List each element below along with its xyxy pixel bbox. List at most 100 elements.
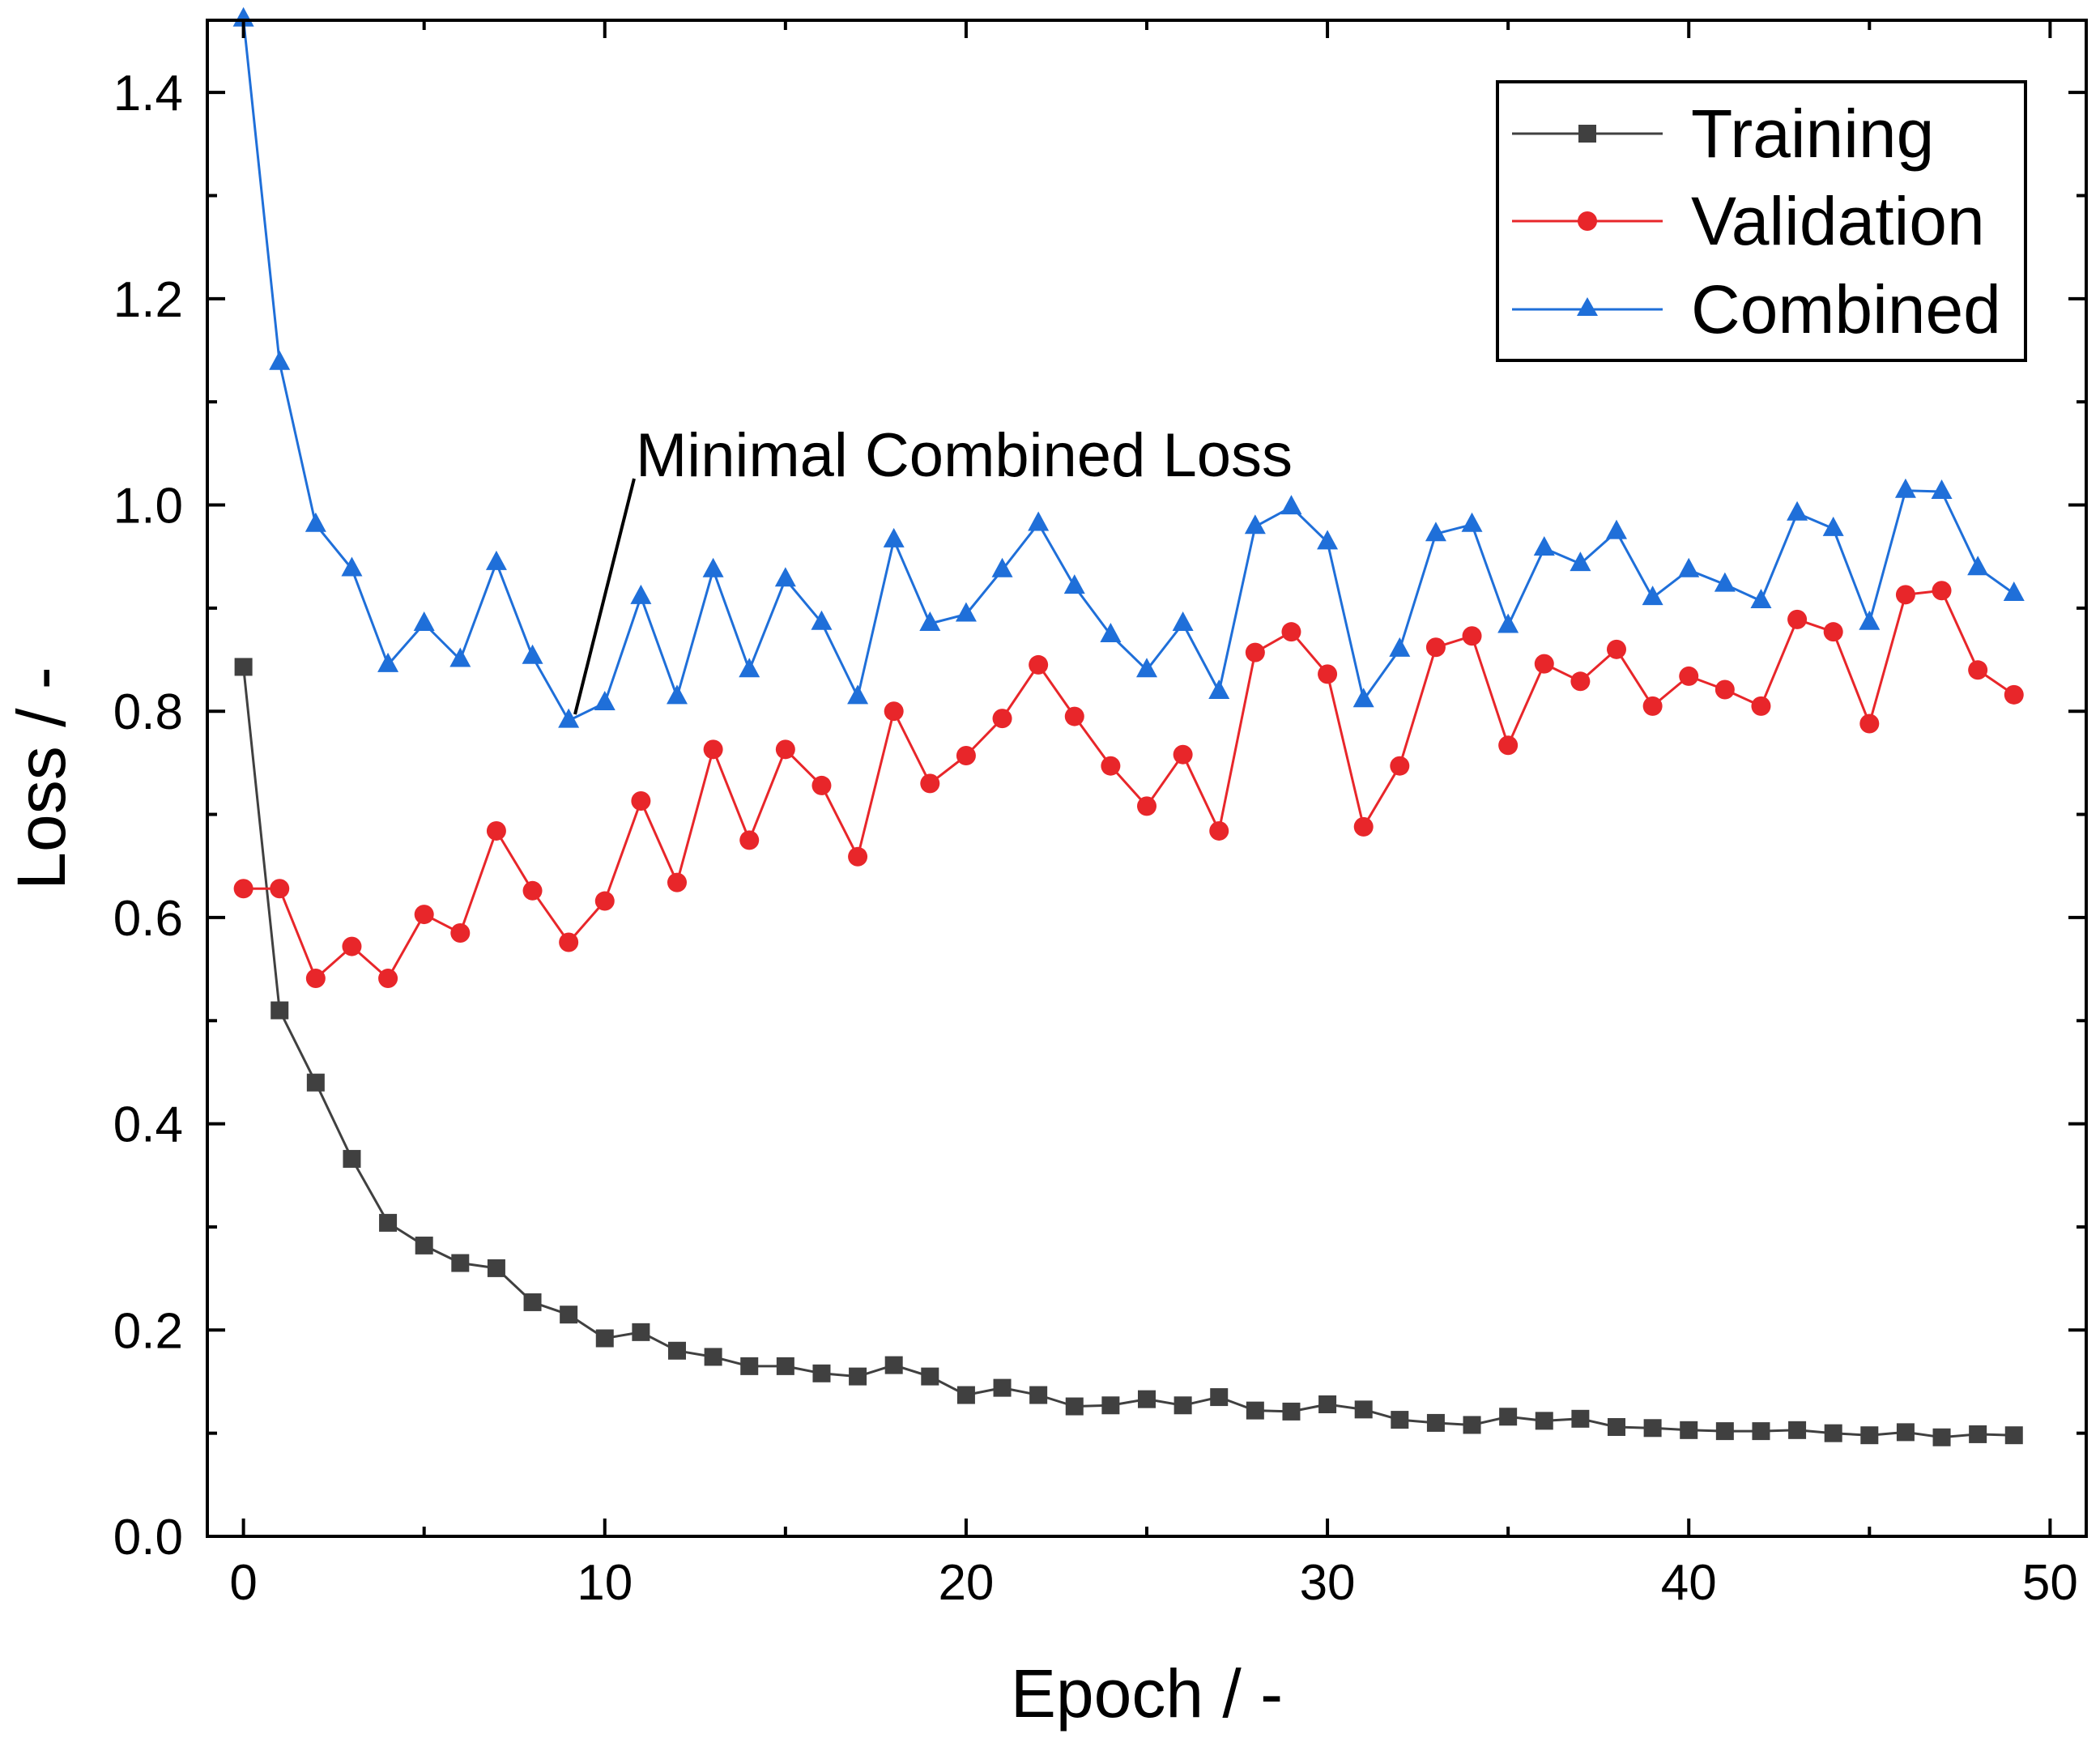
y-tick-label: 0.6 (113, 891, 183, 947)
data-point-validation (1679, 666, 1699, 686)
data-point-training (1029, 1386, 1048, 1404)
data-point-combined (1787, 501, 1808, 521)
data-point-training (1643, 1419, 1662, 1438)
x-tick-label: 50 (2022, 1555, 2078, 1611)
data-point-validation (1425, 637, 1446, 658)
data-point-training (1210, 1388, 1229, 1407)
data-point-validation (1968, 660, 1988, 680)
legend-label-validation: Validation (1691, 183, 1985, 259)
data-point-combined (1389, 637, 1411, 657)
data-point-combined (1317, 530, 1339, 550)
data-point-validation (1607, 639, 1626, 659)
data-point-combined (1606, 519, 1627, 539)
data-point-training (884, 1356, 903, 1374)
data-point-combined (1967, 556, 1989, 576)
ticks-layer: 0 10 20 30 40 50 0.0 0.2 0.4 0.6 0.8 1.0 1.2 1.4 (113, 20, 2086, 1611)
data-point-training (1969, 1425, 1987, 1443)
data-point-combined (774, 567, 796, 587)
data-point-validation (1462, 626, 1482, 646)
x-tick-label: 30 (1300, 1555, 1356, 1611)
data-point-validation (1029, 654, 1049, 675)
data-point-validation (1787, 609, 1808, 629)
data-point-combined (1244, 514, 1266, 535)
data-point-combined (1352, 688, 1374, 708)
data-point-validation (1064, 706, 1084, 726)
data-point-validation (1642, 696, 1663, 716)
data-point-validation (2004, 684, 2024, 705)
data-point-combined (1136, 658, 1157, 678)
data-point-combined (1028, 511, 1050, 531)
data-point-combined (702, 557, 724, 577)
data-point-combined (1894, 478, 1916, 498)
data-point-training (668, 1341, 686, 1360)
data-point-training (740, 1357, 759, 1375)
data-point-combined (1750, 588, 1772, 608)
data-point-validation (305, 969, 326, 989)
data-point-validation (1245, 642, 1265, 662)
data-point-combined (1497, 613, 1519, 633)
data-point-training (1499, 1408, 1518, 1426)
series-training (234, 658, 2023, 1446)
x-tick-label: 40 (1661, 1555, 1717, 1611)
data-point-training (776, 1357, 794, 1375)
data-point-combined (269, 350, 291, 370)
data-point-validation (956, 745, 976, 765)
legend-marker-training (1578, 125, 1596, 143)
annotation-layer: Minimal Combined Loss (573, 421, 1293, 715)
series-validation (233, 581, 2024, 989)
data-point-combined (377, 652, 399, 672)
data-point-combined (739, 658, 760, 678)
data-point-validation (920, 773, 940, 794)
data-point-training (379, 1213, 398, 1232)
data-point-validation (1534, 654, 1554, 674)
legend-marker-combined (1577, 297, 1598, 316)
data-point-training (1282, 1402, 1301, 1421)
annotation-pointer (573, 478, 636, 715)
data-point-validation (631, 791, 651, 811)
data-point-combined (1570, 552, 1591, 572)
data-point-validation (1390, 756, 1410, 776)
data-point-training (595, 1329, 614, 1348)
data-point-validation (1895, 585, 1915, 605)
data-point-training (270, 1001, 289, 1020)
data-point-training (2004, 1426, 2023, 1445)
data-point-training (1680, 1421, 1698, 1439)
data-point-validation (1209, 820, 1229, 841)
data-point-validation (486, 820, 506, 841)
data-point-combined (1425, 522, 1446, 542)
data-point-validation (992, 709, 1012, 729)
data-point-validation (667, 872, 687, 892)
data-point-training (1860, 1426, 1879, 1445)
data-point-validation (1281, 622, 1301, 642)
data-point-validation (559, 932, 579, 952)
data-point-training (1788, 1421, 1807, 1439)
data-point-validation (1932, 581, 1952, 601)
data-point-training (1463, 1416, 1481, 1434)
data-point-training (1571, 1409, 1590, 1428)
data-point-combined (413, 611, 435, 631)
data-point-validation (848, 846, 868, 867)
data-point-combined (485, 550, 507, 570)
legend-label-training: Training (1691, 96, 1934, 172)
data-point-training (1715, 1422, 1734, 1441)
data-point-training (1535, 1412, 1553, 1430)
data-point-combined (1280, 495, 1302, 515)
data-point-combined (667, 684, 688, 705)
data-point-training (1608, 1418, 1625, 1437)
data-point-training (1174, 1396, 1192, 1415)
data-point-validation (703, 739, 723, 760)
data-point-training (234, 658, 253, 676)
data-point-validation (1137, 796, 1156, 816)
data-point-training (1896, 1423, 1915, 1442)
data-point-validation (233, 879, 253, 899)
data-point-training (487, 1259, 505, 1277)
legend-entry-validation: Validation (1512, 183, 1985, 259)
data-point-validation (270, 879, 290, 899)
data-point-combined (1172, 611, 1194, 631)
data-point-combined (630, 584, 652, 604)
y-tick-label: 1.4 (113, 66, 183, 121)
legend-marker-validation (1578, 211, 1597, 231)
series-layer (232, 6, 2025, 1446)
data-point-combined (955, 602, 977, 622)
data-point-combined (883, 527, 905, 547)
